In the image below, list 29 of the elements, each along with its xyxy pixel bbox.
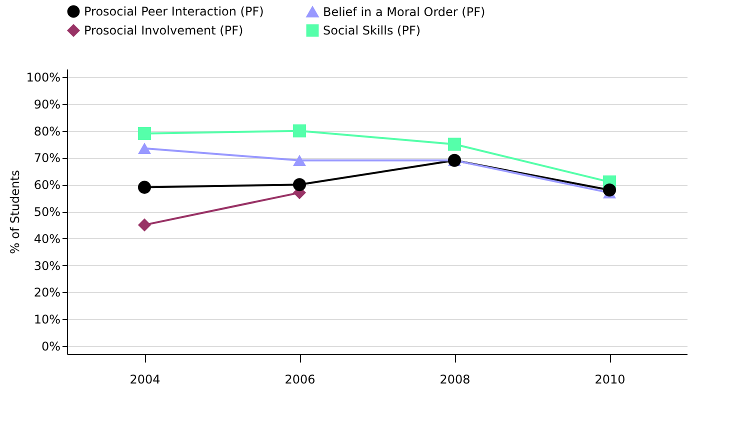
y-tick-label: 20%: [34, 286, 60, 300]
point: [292, 154, 306, 166]
point: [138, 218, 152, 232]
y-tick-label: 40%: [34, 232, 60, 246]
y-tick-label: 30%: [34, 258, 60, 273]
y-tick-label: 50%: [34, 205, 60, 219]
point: [138, 180, 152, 194]
y-tick-label: 70%: [34, 151, 60, 166]
x-tick-label: 2008: [440, 372, 470, 386]
y-tick-label: 10%: [34, 312, 60, 327]
y-tick-label: 0%: [41, 339, 60, 354]
x-tick-label: 2010: [594, 372, 626, 386]
y-tick-label: 90%: [34, 97, 60, 112]
y-tick-label: 80%: [34, 124, 60, 138]
y-tick-label: 60%: [34, 178, 60, 192]
y-axis-title: % of Students: [8, 170, 22, 254]
legend-label: Prosocial Peer Interaction (PF): [84, 4, 264, 19]
legend-label: Prosocial Involvement (PF): [84, 24, 244, 38]
point: [448, 138, 462, 151]
legend-label: Social Skills (PF): [323, 24, 421, 38]
point: [602, 183, 616, 196]
point: [292, 178, 306, 192]
legend-label: Belief in a Moral Order (PF): [323, 4, 486, 19]
point: [292, 124, 306, 138]
y-tick-label: 100%: [26, 70, 60, 85]
point: [138, 142, 152, 154]
x-tick-label: 2004: [130, 372, 160, 386]
point: [138, 127, 152, 140]
x-tick-label: 2006: [284, 372, 316, 386]
